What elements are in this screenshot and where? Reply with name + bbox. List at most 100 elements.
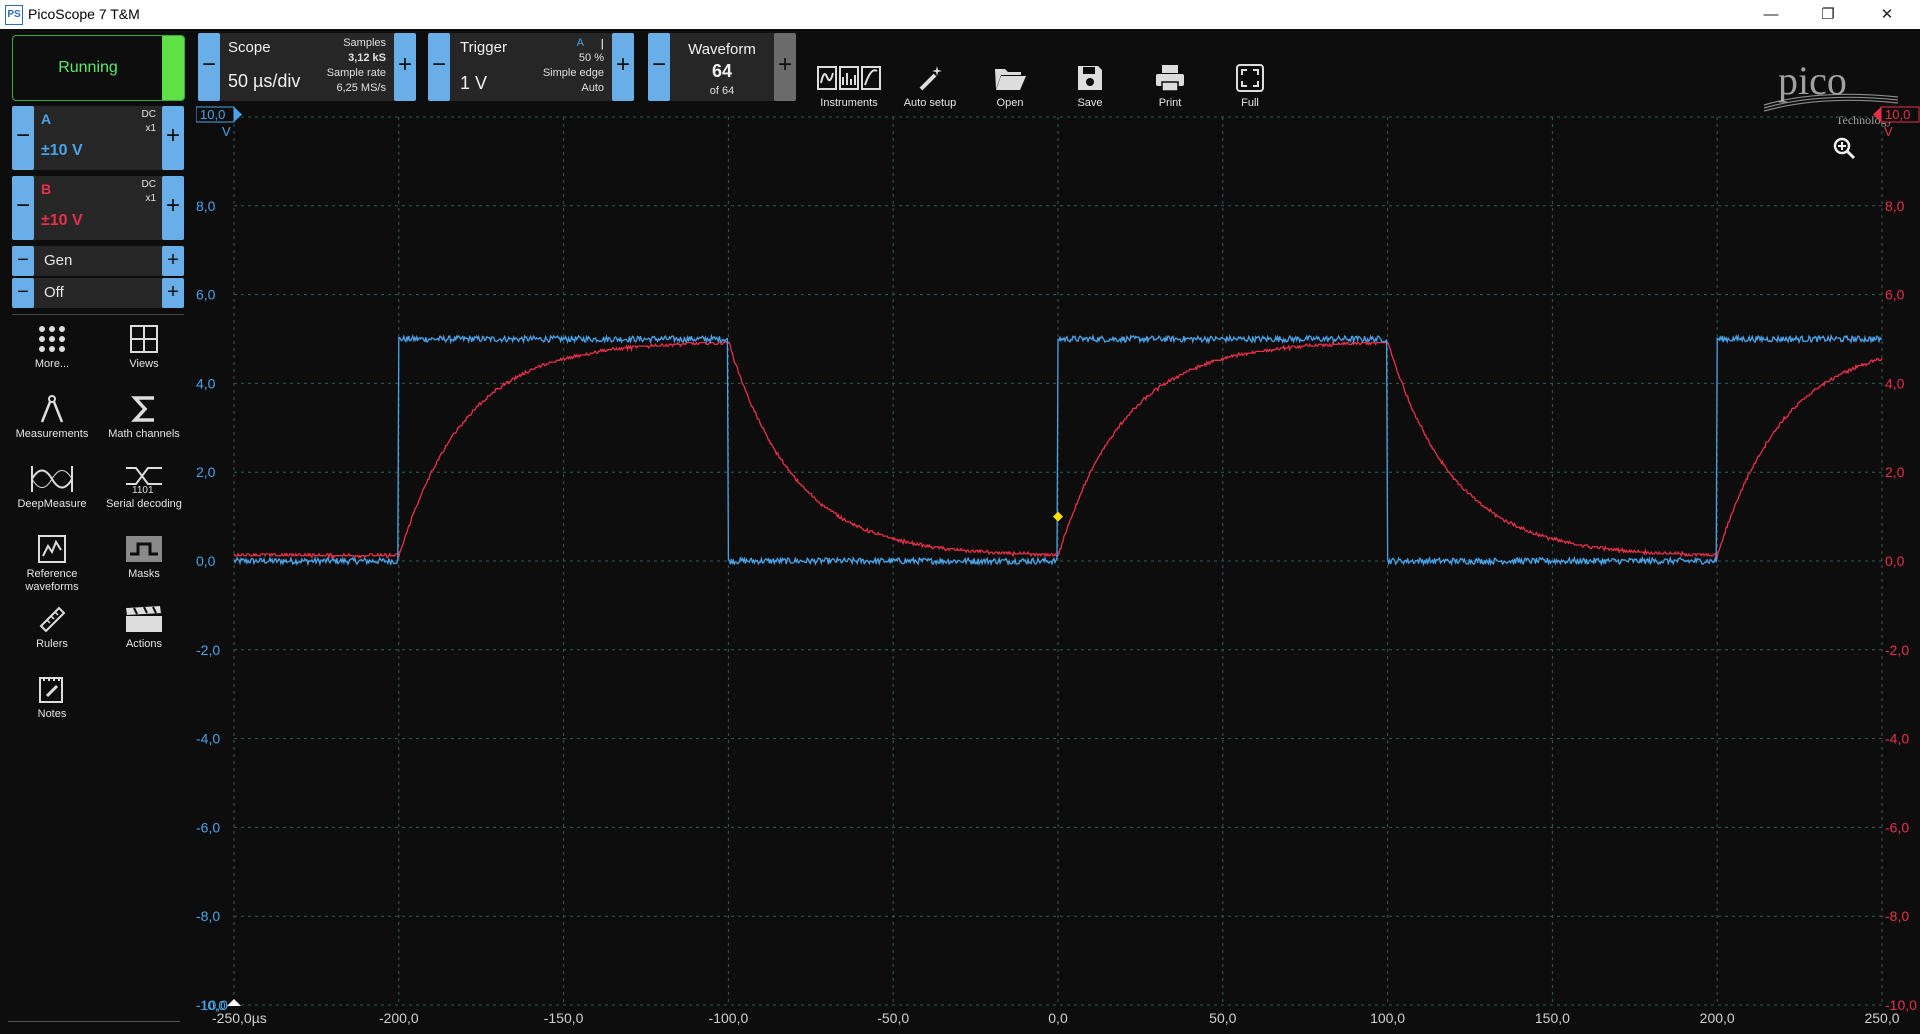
deepmeasure-icon [31, 466, 73, 492]
channel-b-range-increase-button[interactable]: + [162, 176, 184, 240]
close-button[interactable]: ✕ [1880, 6, 1894, 23]
save-disk-icon [1078, 66, 1102, 90]
instruments-icon [817, 66, 881, 90]
waveform-previous-button[interactable]: − [648, 33, 670, 101]
fullscreen-icon [1236, 64, 1264, 92]
x-tick-label: -150,0 [544, 1010, 584, 1026]
channel-b-range-decrease-button[interactable]: − [12, 176, 34, 240]
gen-state-decrease-button[interactable]: − [12, 278, 34, 308]
y-tick-label-a: -4,0 [196, 731, 220, 747]
serial-decoding-label: Serial decoding [106, 498, 182, 510]
scope-plot[interactable]: -10,0 -8,0 -6,0 -4,0 -2,0 0,0 2,0 4,0 6,0 8,0 -10… [195, 106, 1920, 1029]
y-tick-label-b: -4,0 [1885, 731, 1909, 747]
trigger-level-value[interactable]: 1 V [460, 73, 488, 93]
trigger-increase-button[interactable]: + [612, 33, 634, 101]
gen-increase-button[interactable]: + [162, 246, 184, 276]
deepmeasure-button[interactable]: DeepMeasure [6, 464, 98, 530]
restore-button[interactable]: ❐ [1821, 6, 1835, 23]
grid [233, 116, 1883, 1006]
serial-decoding-button[interactable]: 1101 Serial decoding [98, 464, 190, 530]
time-origin-marker [227, 999, 241, 1006]
x-tick-label: 250,0 [1864, 1010, 1899, 1026]
full-screen-button[interactable]: Full [1213, 63, 1287, 125]
rising-edge-icon: ן [600, 35, 604, 50]
y-tick-label-a: 2,0 [196, 464, 216, 480]
trigger-point-marker [1053, 511, 1063, 522]
channel-a-range-increase-button[interactable]: + [162, 106, 184, 170]
magic-wand-icon [919, 66, 942, 91]
measurements-button[interactable]: Measurements [6, 394, 98, 460]
minimize-button[interactable]: — [1763, 6, 1779, 23]
waveform-index[interactable]: 64 [711, 61, 733, 81]
folder-open-icon [995, 69, 1026, 90]
timebase-value[interactable]: 50 µs/div [228, 71, 301, 91]
instruments-label: Instruments [820, 97, 878, 109]
notes-icon [39, 677, 63, 703]
masks-button[interactable]: Masks [98, 534, 190, 600]
print-button[interactable]: Print [1133, 63, 1207, 125]
notes-label: Notes [37, 708, 67, 720]
channel-a-name[interactable]: A [41, 111, 52, 127]
waveform-title: Waveform [688, 41, 756, 58]
timebase-increase-button[interactable]: + [394, 33, 416, 101]
instruments-button[interactable]: Instruments [812, 63, 886, 125]
gen-state[interactable]: Off [44, 284, 64, 301]
y-tick-label-b: -6,0 [1885, 819, 1909, 835]
svg-text:1101: 1101 [132, 485, 154, 494]
channel-a-probe: x1 [145, 123, 156, 134]
y-tick-label-b: -8,0 [1885, 908, 1909, 924]
run-state-bar [162, 36, 184, 100]
timebase-decrease-button[interactable]: − [198, 33, 220, 101]
oscilloscope-display[interactable]: -10,0 -8,0 -6,0 -4,0 -2,0 0,0 2,0 4,0 6,0 8,0 -10… [195, 106, 1920, 1029]
run-stop-button[interactable]: Running [12, 35, 185, 101]
auto-setup-button[interactable]: Auto setup [893, 63, 967, 125]
math-channels-button[interactable]: Math channels [98, 394, 190, 460]
views-button[interactable]: Views [98, 324, 190, 390]
save-button[interactable]: Save [1053, 63, 1127, 125]
channel-b-top-label: 10,0 [1885, 107, 1910, 122]
waveform-count: of 64 [709, 85, 735, 97]
channel-a-marker-arrow [234, 107, 242, 122]
top-toolbar: Running − Scope 50 µs/div Samples 3,12 k… [0, 29, 1920, 127]
notes-button[interactable]: Notes [6, 674, 98, 740]
print-label: Print [1158, 97, 1182, 109]
y-tick-label-b: -10,0 [1885, 997, 1917, 1013]
channel-a-trace [233, 333, 1883, 567]
channel-a-unit: V [222, 124, 231, 139]
gen-label[interactable]: Gen [44, 252, 73, 269]
rulers-button[interactable]: Rulers [6, 604, 98, 670]
channel-a-range-decrease-button[interactable]: − [12, 106, 34, 170]
x-tick-label: 100,0 [1370, 1010, 1405, 1026]
trigger-mode: Auto [581, 82, 604, 94]
full-label: Full [1241, 97, 1259, 109]
reference-waveforms-button[interactable]: Reference waveforms [6, 534, 98, 610]
window-title: PicoScope 7 T&M [28, 6, 140, 22]
gen-decrease-button[interactable]: − [12, 246, 34, 276]
save-label: Save [1077, 97, 1103, 109]
channel-a-range[interactable]: ±10 V [41, 142, 83, 159]
pico-logo: pico Technology [1758, 58, 1908, 131]
scope-title: Scope [228, 39, 271, 56]
zoom-icon[interactable] [1833, 137, 1856, 160]
waveform-next-button[interactable]: + [774, 33, 796, 101]
gen-state-increase-button[interactable]: + [162, 278, 184, 308]
channel-b-range[interactable]: ±10 V [41, 212, 83, 229]
samples-label: Samples [343, 37, 386, 49]
sample-rate-value: 6,25 MS/s [336, 82, 386, 94]
actions-button[interactable]: Actions [98, 604, 190, 670]
x-tick-label: 200,0 [1700, 1010, 1735, 1026]
y-bottom-label-a: -10,0 [196, 998, 226, 1013]
y-tick-label-a: 8,0 [196, 198, 216, 214]
channel-b-name[interactable]: B [41, 181, 52, 197]
more-button[interactable]: More... [6, 324, 98, 390]
x-tick-label: 150,0 [1535, 1010, 1570, 1026]
trigger-channel: A [576, 37, 584, 49]
x-tick-label: -100,0 [709, 1010, 749, 1026]
channel-a-top-label: 10,0 [200, 107, 225, 122]
trigger-title: Trigger [460, 39, 507, 56]
masks-label: Masks [128, 568, 160, 580]
open-button[interactable]: Open [973, 63, 1047, 125]
actions-label: Actions [125, 638, 163, 650]
trigger-decrease-button[interactable]: − [428, 33, 450, 101]
left-sidebar: − A DC x1 ±10 V + − B DC x1 ±10 V + − Ge… [0, 106, 196, 1029]
